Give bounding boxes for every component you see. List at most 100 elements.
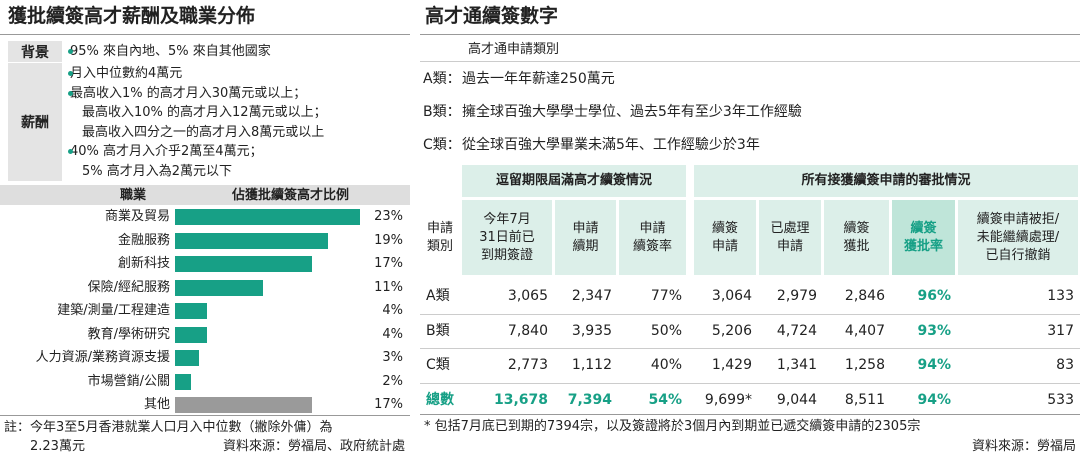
- cell: 77%: [650, 288, 682, 304]
- bar: [175, 232, 328, 249]
- column-header: 續簽申請被拒/未能繼續處理/已自行撤銷: [958, 200, 1078, 275]
- bar: [175, 279, 264, 296]
- column-header: 續簽 申請: [694, 200, 756, 275]
- header-line: 未能繼續處理/: [976, 229, 1060, 245]
- cell: 1,112: [571, 357, 612, 373]
- header-line: 到期簽證: [480, 247, 533, 263]
- category-text: 擁全球百強大學學士學位、過去5年有至少3年工作經驗: [462, 104, 802, 120]
- divider: [420, 34, 1080, 35]
- cell: 4,724: [776, 322, 817, 339]
- footnote: * 包括7月底已到期的7394宗，以及簽證將於3個月內到期並已遞交續簽申請的23…: [424, 419, 921, 434]
- cell: 133: [1047, 288, 1074, 304]
- header-line: 續簽率: [632, 238, 672, 254]
- cell: 1,258: [844, 357, 885, 373]
- header-line: 申請: [639, 220, 666, 236]
- cell: 2,347: [571, 288, 612, 304]
- group-header: 逗留期限屆滿高才續簽情況: [462, 165, 686, 197]
- cell: 9,044: [776, 391, 817, 408]
- value-label: 19%: [374, 232, 403, 248]
- note: 註：今年3至5月香港就業人口月入中位數（撇除外傭）為: [4, 420, 333, 435]
- cell: 83: [1056, 357, 1074, 373]
- divider: [0, 415, 410, 416]
- header-line: 申請: [711, 238, 738, 254]
- cell: 8,511: [844, 391, 885, 408]
- row-divider: [420, 348, 1080, 349]
- divider: [0, 34, 410, 35]
- bar: [175, 303, 208, 319]
- category-label: 金融服務: [117, 232, 170, 248]
- column-header: 申請 續簽率: [619, 200, 686, 275]
- cell: 3,935: [571, 322, 612, 339]
- cell: 9,699*: [704, 391, 752, 408]
- bullet: [68, 49, 73, 54]
- cell: 533: [1047, 391, 1074, 408]
- value-label: 11%: [374, 279, 403, 295]
- category-label: 人力資源/業務資源支援: [35, 350, 170, 365]
- header-line: 獲批: [843, 238, 870, 254]
- cell: 3,065: [507, 288, 548, 304]
- category-header: 職業: [120, 188, 147, 203]
- bar: [175, 326, 208, 343]
- cell: 50%: [650, 322, 682, 339]
- header-line: 續簽申請被拒/: [976, 211, 1060, 227]
- bullet-text: 5% 高才月入為2萬元以下: [82, 163, 233, 179]
- cell: 7,394: [567, 391, 612, 408]
- title: 高才通續簽數字: [425, 5, 559, 27]
- category-label: 建築/測量/工程建造: [57, 303, 170, 318]
- cell: 7,840: [507, 322, 548, 339]
- bullet-text: 月入中位數約4萬元: [70, 66, 183, 81]
- column-header: 續簽 獲批率: [892, 200, 955, 275]
- value-label: 4%: [382, 303, 403, 318]
- category-code: A類：: [423, 71, 461, 87]
- section-label: 背景: [8, 41, 62, 62]
- note: 2.23萬元: [30, 439, 85, 454]
- header-line: 已處理: [770, 220, 810, 236]
- bullet: [68, 71, 73, 76]
- row-divider: [420, 313, 1080, 315]
- bullet: [68, 149, 73, 154]
- heading: 高才通申請類別: [468, 42, 560, 57]
- column-header: 申請 類別: [420, 200, 460, 275]
- bullet: [68, 90, 73, 96]
- value-label: 23%: [374, 209, 403, 224]
- row-label: C類: [426, 357, 450, 373]
- bar: [175, 397, 312, 413]
- bullet-text: 最高收入四分之一的高才月入8萬元或以上: [82, 124, 325, 140]
- cell: 94%: [917, 357, 951, 373]
- category-text: 過去一年年薪達250萬元: [462, 71, 615, 87]
- row-label: 總數: [426, 391, 454, 408]
- category-label: 其他: [143, 397, 170, 412]
- bar: [175, 209, 360, 225]
- bullet-text: 40% 高才月入介乎2萬至4萬元；: [70, 144, 263, 159]
- row-label: A類: [426, 288, 450, 304]
- value-label: 17%: [374, 397, 403, 412]
- header-line: 申請: [776, 238, 803, 254]
- header-line: 今年7月: [483, 211, 531, 227]
- row-label: B類: [426, 322, 450, 339]
- value-label: 2%: [382, 373, 403, 389]
- cell: 13,678: [493, 391, 548, 408]
- category-label: 創新科技: [117, 256, 170, 271]
- header-line: 類別: [426, 238, 453, 254]
- category-label: 商業及貿易: [104, 209, 170, 224]
- bar: [175, 256, 312, 272]
- value-header: 佔獲批續簽高才比例: [232, 188, 350, 203]
- column-header: 續簽 獲批: [824, 200, 889, 275]
- category-label: 教育/學術研究: [87, 326, 170, 342]
- bar: [175, 373, 192, 390]
- cell: 94%: [917, 391, 951, 408]
- bullet-text: 最高收入10% 的高才月入12萬元或以上；: [82, 105, 327, 120]
- header-line: 續簽: [910, 220, 937, 236]
- bullet-text: 95% 來自內地、5% 來自其他國家: [70, 44, 271, 59]
- header-line: 續期: [572, 238, 599, 254]
- category-code: B類：: [423, 104, 461, 120]
- cell: 317: [1047, 322, 1074, 339]
- row-divider: [420, 382, 1080, 384]
- cell: 40%: [650, 357, 682, 373]
- cell: 4,407: [844, 322, 885, 339]
- value-label: 4%: [382, 326, 403, 342]
- divider: [420, 414, 1080, 415]
- chart-header-bg: [0, 185, 410, 205]
- cell: 2,773: [507, 357, 548, 373]
